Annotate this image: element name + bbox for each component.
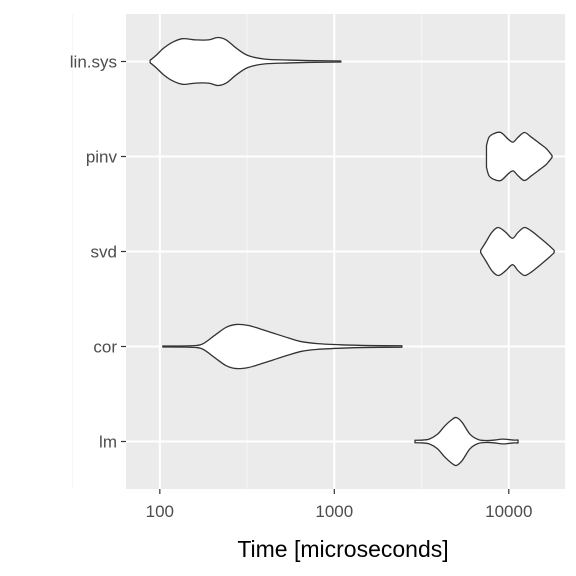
y-tick-label: lm: [99, 433, 117, 452]
violins: [149, 36, 555, 467]
y-tick-label: pinv: [86, 148, 118, 167]
violin-pinv: [485, 131, 553, 182]
violin-svd: [480, 226, 555, 277]
violin-lm: [414, 416, 519, 467]
x-axis-title: Time [microseconds]: [237, 536, 448, 562]
y-tick-label: svd: [91, 243, 117, 262]
x-tick-label: 1000: [315, 502, 353, 521]
x-tick-label: 10000: [485, 502, 532, 521]
y-tick-label: lin.sys: [70, 53, 117, 72]
y-axis: lin.sys pinv svd cor lm: [70, 53, 126, 452]
y-tick-label: cor: [93, 338, 117, 357]
violin-lin.sys: [149, 36, 342, 87]
violin-cor: [162, 323, 403, 370]
x-tick-label: 100: [146, 502, 174, 521]
x-axis: 100 1000 10000: [146, 489, 532, 521]
